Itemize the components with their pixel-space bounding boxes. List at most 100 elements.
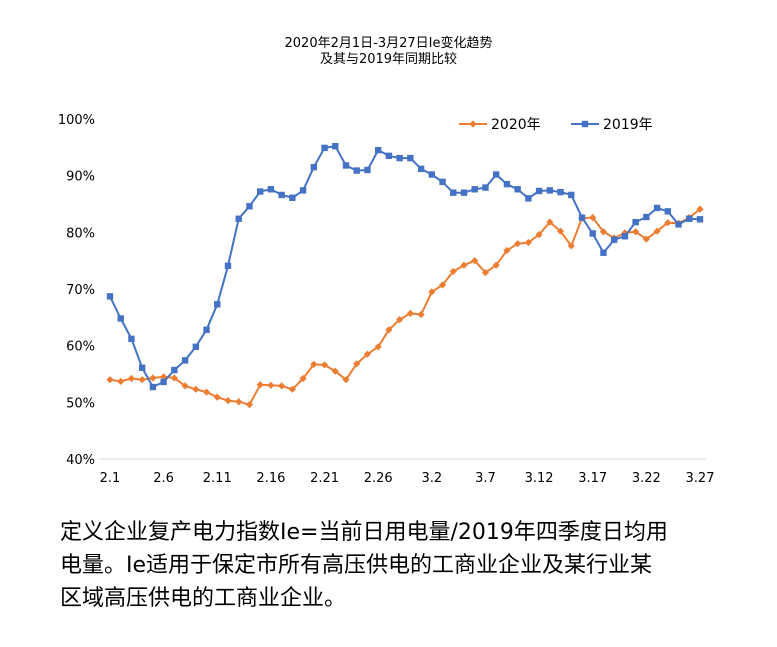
data-point [600,249,607,256]
data-point [256,381,264,389]
data-point [664,208,672,215]
data-point [213,393,221,401]
y-tick-label: 100% [58,113,95,128]
data-point [686,215,693,222]
legend-label-0: 2020年 [491,117,541,133]
data-point [417,310,425,319]
data-point [407,154,414,162]
data-point [289,194,296,201]
data-point [632,218,639,226]
caption-line-1: 定义企业复产电力指数Ie=当前日用电量/2019年四季度日均用 [60,520,668,545]
data-point [256,188,264,195]
data-point [320,361,329,369]
data-point [310,360,318,368]
data-point [299,187,307,194]
data-point [568,191,575,199]
data-point [482,184,489,191]
data-point [246,203,253,210]
data-point [589,214,597,222]
data-point [621,233,629,240]
y-tick-label: 70% [66,283,95,298]
data-point [364,166,371,174]
data-point [450,189,457,196]
y-tick-label: 90% [66,170,95,185]
data-point [267,186,275,193]
x-tick-label: 2.11 [203,471,232,486]
x-tick-label: 3.27 [686,471,715,486]
data-point [288,385,296,393]
data-point [342,162,350,169]
data-point [460,261,468,269]
data-point [514,186,521,193]
data-point [202,388,211,396]
data-point [192,385,200,393]
data-point [385,326,393,334]
data-point [138,376,146,384]
data-point [438,281,447,289]
data-point [332,143,339,150]
data-point [481,268,490,277]
data-point [106,293,114,300]
data-point [556,227,565,235]
chart-title-line1: 2020年2月1日-3月27日Ie变化趋势 [284,36,493,51]
data-point [321,144,328,152]
x-tick-label: 2.1 [100,471,121,486]
data-point [642,235,650,243]
data-point [278,382,286,390]
data-point [471,257,479,265]
data-point [149,383,157,391]
x-tick-label: 2.6 [153,471,174,486]
data-point [149,374,157,382]
data-point [396,154,403,162]
x-tick-label: 3.12 [525,471,554,486]
legend-marker-0 [469,120,477,128]
data-point [117,377,125,385]
data-point [653,204,661,212]
data-point [342,376,350,384]
data-point [546,187,554,194]
data-point [267,381,275,389]
data-point [632,228,640,236]
data-point [106,376,114,384]
data-point [653,227,661,235]
line-chart: 40% 50% 60% 70% 80% 90% 100% 2.1 2.6 2.11 2.16 2.21… [58,113,715,486]
data-point [224,397,232,405]
data-point [245,401,254,409]
data-point [181,357,189,364]
data-point [385,152,393,160]
data-point [503,180,511,188]
x-tick-label: 2.26 [364,471,393,486]
x-tick-label: 3.17 [578,471,607,486]
data-point [524,238,532,247]
data-point [439,178,446,186]
data-point [492,171,500,178]
data-point [214,301,221,308]
legend-marker-1 [581,120,589,128]
data-point [396,316,404,324]
caption-line-2: 电量。Ie适用于保定市所有高压供电的工商业企业及某行业某 [60,553,653,578]
x-tick-label: 2.16 [256,471,285,486]
data-point [460,189,468,196]
y-tick-label: 50% [66,396,95,411]
data-point [192,343,200,350]
data-point [170,374,178,382]
data-point [353,167,360,174]
data-point [664,219,672,227]
data-point [417,165,425,173]
data-point [363,350,372,358]
series-line-1 [109,145,701,388]
data-point [535,187,543,195]
data-point [567,242,575,250]
data-point [406,309,414,317]
data-point [557,188,564,196]
data-point [224,262,232,269]
data-point [331,367,339,375]
y-tick-label: 40% [66,453,95,468]
data-point [203,326,210,333]
y-tick-label: 80% [66,226,95,241]
data-point [428,288,436,296]
caption-line-3: 区域高压供电的工商业企业。 [60,586,347,611]
data-point [299,374,307,383]
chart-title-line2: 及其与2019年同期比较 [319,52,458,67]
data-point [235,398,243,406]
